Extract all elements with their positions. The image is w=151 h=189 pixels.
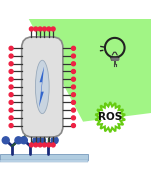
Circle shape: [9, 85, 13, 89]
Circle shape: [72, 93, 75, 97]
Circle shape: [9, 62, 13, 66]
Circle shape: [72, 46, 75, 50]
Circle shape: [51, 27, 55, 31]
Circle shape: [9, 54, 13, 58]
Circle shape: [9, 77, 13, 81]
FancyBboxPatch shape: [22, 37, 63, 137]
Circle shape: [34, 27, 38, 31]
Polygon shape: [95, 102, 125, 132]
Circle shape: [38, 143, 42, 147]
Circle shape: [72, 70, 75, 74]
Circle shape: [72, 54, 75, 58]
Circle shape: [72, 116, 75, 120]
Circle shape: [47, 27, 51, 31]
Circle shape: [72, 124, 75, 128]
Circle shape: [9, 70, 13, 74]
Circle shape: [9, 108, 13, 112]
Circle shape: [20, 137, 27, 144]
Circle shape: [42, 143, 46, 147]
Text: ROS: ROS: [98, 112, 122, 122]
Circle shape: [72, 108, 75, 112]
Circle shape: [72, 85, 75, 89]
Circle shape: [42, 27, 46, 31]
Circle shape: [51, 137, 58, 144]
Circle shape: [9, 46, 13, 50]
Circle shape: [72, 62, 75, 66]
Circle shape: [72, 100, 75, 104]
Polygon shape: [27, 16, 151, 122]
Circle shape: [51, 143, 55, 147]
Circle shape: [39, 137, 45, 144]
FancyBboxPatch shape: [0, 154, 88, 160]
Circle shape: [38, 27, 42, 31]
Circle shape: [9, 93, 13, 97]
Circle shape: [9, 116, 13, 120]
Circle shape: [34, 143, 38, 147]
Circle shape: [9, 124, 13, 128]
Polygon shape: [39, 67, 44, 107]
Circle shape: [29, 143, 33, 147]
Circle shape: [47, 143, 51, 147]
Circle shape: [33, 137, 40, 144]
Circle shape: [29, 27, 33, 31]
Polygon shape: [111, 57, 119, 60]
Circle shape: [9, 100, 13, 104]
Circle shape: [2, 137, 9, 144]
Ellipse shape: [35, 60, 49, 114]
Circle shape: [72, 77, 75, 81]
FancyBboxPatch shape: [0, 160, 88, 162]
Circle shape: [15, 137, 22, 144]
